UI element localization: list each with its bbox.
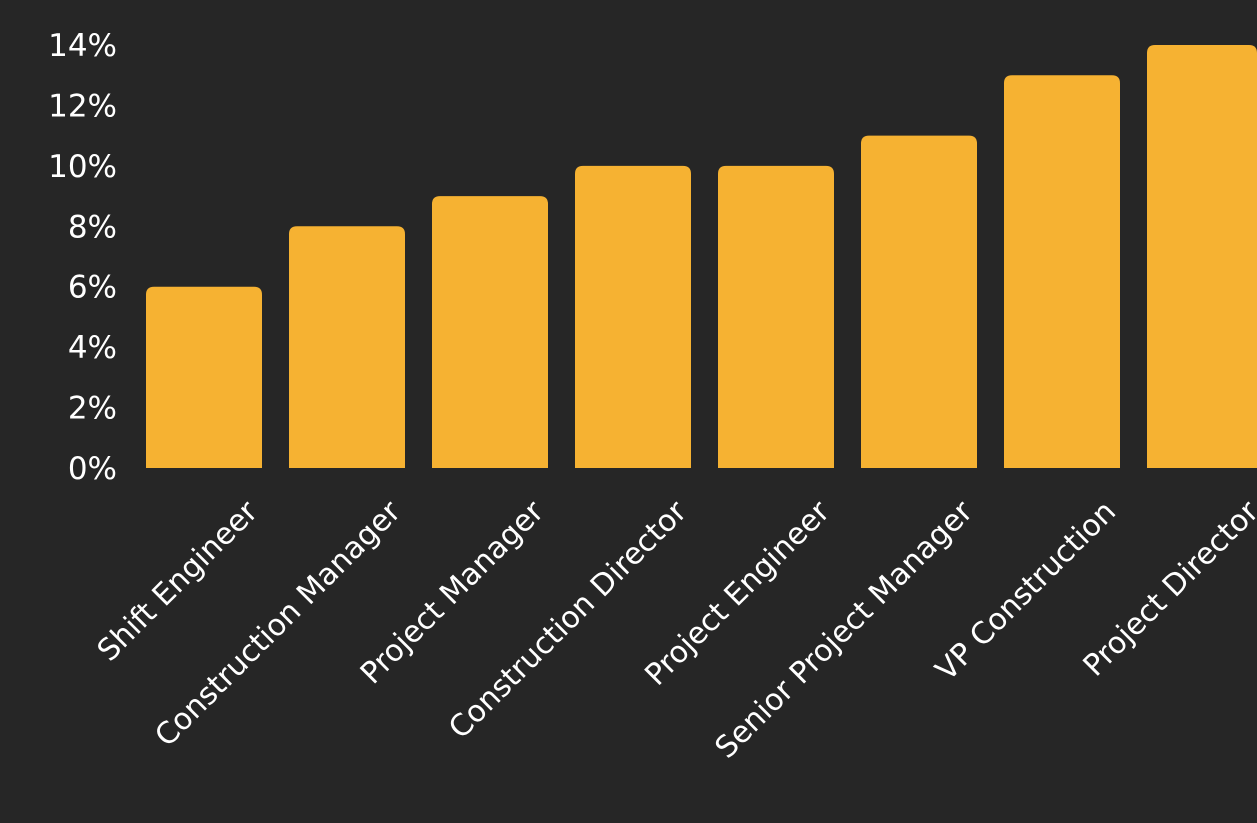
bar bbox=[575, 165, 691, 468]
y-tick-label: 0% bbox=[68, 451, 117, 487]
y-axis-ticks: 0% 2% 4% 6% 8% 10% 12% 14% bbox=[48, 28, 117, 487]
x-tick-label: Senior Project Manager bbox=[709, 494, 981, 766]
y-tick-label: 6% bbox=[68, 270, 117, 306]
y-tick-label: 8% bbox=[68, 209, 117, 245]
bar bbox=[1147, 45, 1257, 468]
y-tick-label: 12% bbox=[48, 88, 117, 124]
x-tick-label: Construction Director bbox=[442, 494, 694, 746]
bar bbox=[861, 135, 977, 468]
y-tick-label: 10% bbox=[48, 149, 117, 185]
x-tick-label: Construction Manager bbox=[148, 494, 408, 754]
y-tick-label: 2% bbox=[68, 391, 117, 427]
bar bbox=[146, 286, 262, 468]
y-tick-label: 4% bbox=[68, 330, 117, 366]
bar bbox=[718, 165, 834, 468]
bars bbox=[146, 45, 1257, 469]
y-tick-label: 14% bbox=[48, 28, 117, 64]
bar bbox=[1004, 75, 1120, 468]
bar bbox=[432, 196, 548, 469]
bar bbox=[289, 226, 405, 468]
